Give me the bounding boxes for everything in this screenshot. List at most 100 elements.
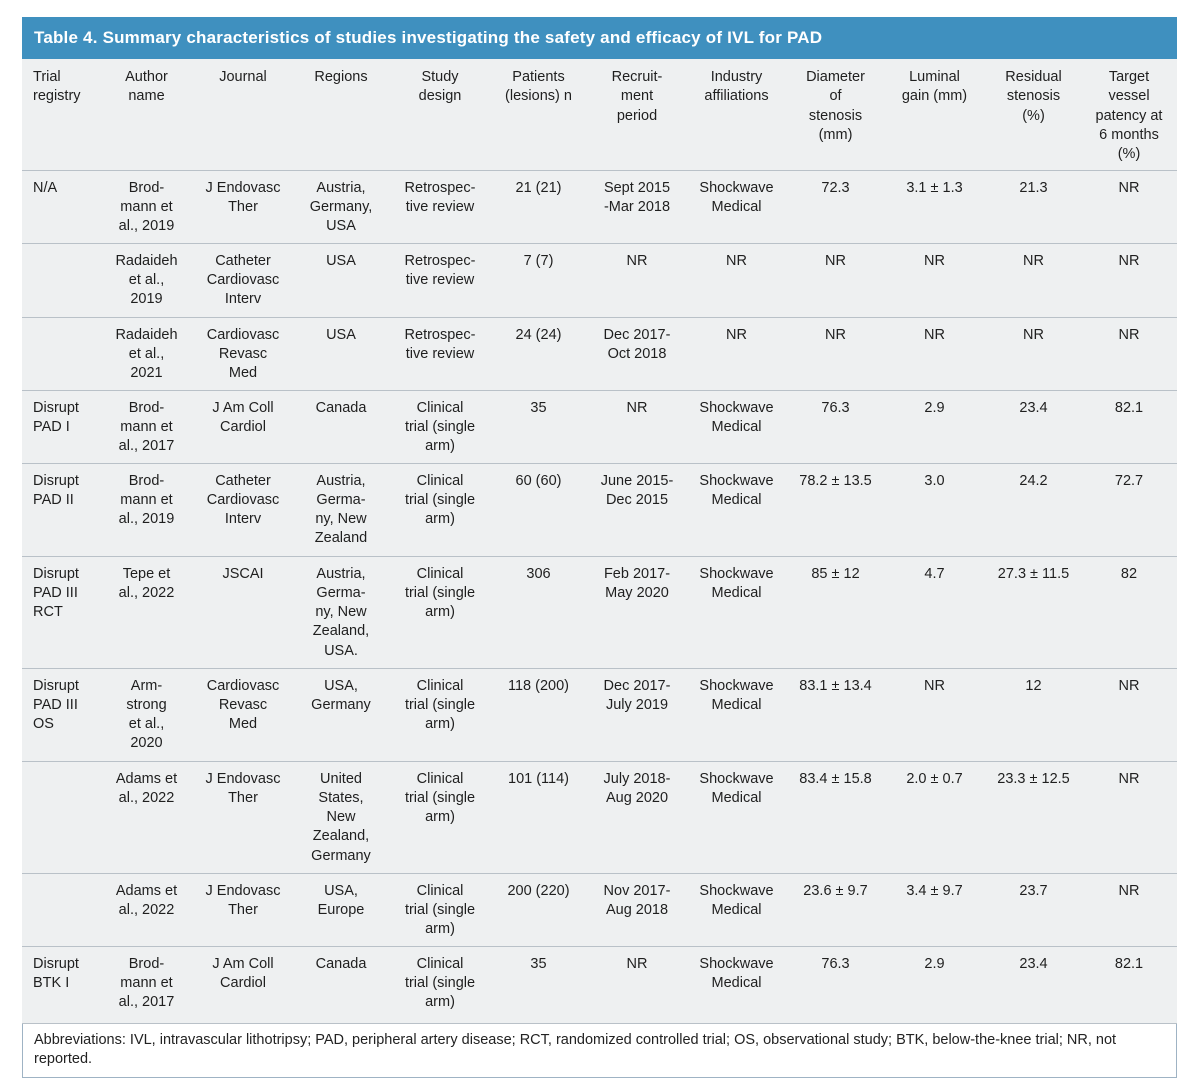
cell-diameter-of-stenosis: 76.3 [821,399,850,416]
cell-luminal-gain: NR [924,252,945,269]
cell-residual-stenosis: NR [1023,326,1044,343]
cell-target-vessel-patency: NR [1118,252,1140,269]
header-regions: Regions [290,59,392,171]
cell-trial-registry: N/A [33,179,58,196]
cell-luminal-gain: 4.7 [924,565,945,582]
cell-author-name: Brod-mann et al., 2017 [118,955,175,1011]
header-target-vessel-patency: Target vessel patency at 6 months (%) [1081,59,1177,171]
table-footnote: Abbreviations: IVL, intravascular lithot… [22,1023,1177,1078]
cell-patients: 306 [526,565,551,582]
cell-journal: Cardiovasc Revasc Med [206,677,280,733]
cell-author-name: Radaideh et al., 2019 [115,252,178,308]
cell-patients: 60 (60) [515,472,562,489]
cell-patients: 35 [530,399,547,416]
cell-author-name: Tepe et al., 2022 [118,565,175,601]
cell-regions: USA [326,326,356,343]
cell-diameter-of-stenosis: 78.2 ± 13.5 [799,472,872,489]
summary-table: Trial registry Author name Journal Regions… [22,59,1177,1024]
cell-trial-registry: Disrupt PAD I [33,399,79,435]
cell-journal: J Am Coll Cardiol [212,955,274,991]
cell-study-design: Retrospec-tive review [404,179,476,215]
cell-industry-affiliations: Shockwave Medical [699,472,774,508]
cell-luminal-gain: 2.9 [924,399,945,416]
cell-author-name: Arm-strong et al., 2020 [126,677,167,752]
cell-diameter-of-stenosis: 23.6 ± 9.7 [803,882,868,899]
cell-trial-registry: Disrupt BTK I [33,955,79,991]
cell-industry-affiliations: NR [726,252,747,269]
cell-residual-stenosis: NR [1023,252,1044,269]
cell-author-name: Brod-mann et al., 2017 [118,399,175,455]
cell-recruitment-period: NR [626,955,648,972]
cell-diameter-of-stenosis: 85 ± 12 [811,565,860,582]
cell-target-vessel-patency: 82.1 [1114,399,1144,416]
table-row: Disrupt PAD III RCT Tepe et al., 2022 JSCAI Au… [22,556,1177,668]
cell-author-name: Brod-mann et al., 2019 [118,179,175,235]
cell-trial-registry [22,761,97,873]
cell-regions: Austria, Germa-ny, New Zealand [314,472,368,547]
cell-diameter-of-stenosis: 83.1 ± 13.4 [799,677,872,694]
cell-residual-stenosis: 23.3 ± 12.5 [997,770,1070,787]
cell-luminal-gain: 3.4 ± 9.7 [906,882,963,899]
cell-luminal-gain: 3.0 [924,472,945,489]
table-row: Disrupt PAD III OS Arm-strong et al., 2020 Car… [22,668,1177,761]
cell-study-design: Clinical trial (single arm) [404,399,476,455]
cell-luminal-gain: NR [924,326,945,343]
cell-author-name: Adams et al., 2022 [115,770,178,806]
cell-regions: Austria, Germa-ny, New Zealand, USA. [312,565,370,659]
cell-study-design: Clinical trial (single arm) [404,955,476,1011]
cell-recruitment-period: NR [626,252,648,269]
cell-journal: JSCAI [222,565,264,582]
cell-diameter-of-stenosis: 72.3 [821,179,850,196]
cell-industry-affiliations: Shockwave Medical [699,770,774,806]
cell-regions: Austria, Germany, USA [309,179,373,235]
cell-industry-affiliations: Shockwave Medical [699,399,774,435]
cell-recruitment-period: Nov 2017- Aug 2018 [603,882,671,918]
cell-patients: 101 (114) [508,770,569,787]
cell-residual-stenosis: 23.4 [1019,399,1048,416]
cell-patients: 200 (220) [507,882,570,899]
cell-residual-stenosis: 27.3 ± 11.5 [997,565,1070,582]
table-row: Radaideh et al., 2021 Cardiovasc Revasc Med US… [22,317,1177,390]
cell-journal: J Endovasc Ther [205,882,281,918]
cell-study-design: Clinical trial (single arm) [404,472,476,528]
cell-luminal-gain: NR [924,677,945,694]
cell-study-design: Clinical trial (single arm) [404,677,476,733]
header-row: Trial registry Author name Journal Regions… [22,59,1177,171]
header-journal: Journal [196,59,290,171]
table-body: N/A Brod-mann et al., 2019 J Endovasc Ther Au… [22,170,1177,1023]
header-author-name: Author name [97,59,196,171]
cell-industry-affiliations: Shockwave Medical [699,565,774,601]
cell-target-vessel-patency: NR [1118,882,1140,899]
cell-industry-affiliations: Shockwave Medical [699,955,774,991]
cell-target-vessel-patency: NR [1118,677,1140,694]
cell-trial-registry: Disrupt PAD III OS [33,677,79,733]
header-patients: Patients (lesions) n [488,59,589,171]
cell-journal: J Am Coll Cardiol [212,399,274,435]
table-row: Radaideh et al., 2019 Catheter Cardiovasc Int… [22,243,1177,317]
cell-luminal-gain: 2.0 ± 0.7 [906,770,963,787]
table-frame: Table 4. Summary characteristics of stud… [22,17,1177,1078]
cell-trial-registry: Disrupt PAD II [33,472,79,508]
header-diameter-of-stenosis: Diameter of stenosis (mm) [788,59,883,171]
table-row: N/A Brod-mann et al., 2019 J Endovasc Ther Au… [22,170,1177,243]
cell-regions: USA [326,252,356,269]
table-row: Disrupt PAD II Brod-mann et al., 2019 Cathet… [22,463,1177,556]
cell-trial-registry [22,873,97,946]
cell-diameter-of-stenosis: 83.4 ± 15.8 [799,770,872,787]
cell-patients: 35 [530,955,547,972]
cell-regions: Canada [315,399,367,416]
cell-residual-stenosis: 24.2 [1019,472,1048,489]
cell-author-name: Radaideh et al., 2021 [115,326,178,382]
cell-residual-stenosis: 12 [1025,677,1042,694]
cell-study-design: Retrospec-tive review [404,252,476,288]
cell-trial-registry [22,317,97,390]
cell-study-design: Clinical trial (single arm) [404,565,476,621]
cell-trial-registry: Disrupt PAD III RCT [33,565,79,621]
table-row: Disrupt PAD I Brod-mann et al., 2017 J Am Co… [22,390,1177,463]
table-row: Disrupt BTK I Brod-mann et al., 2017 J Am Co… [22,946,1177,1023]
cell-trial-registry [22,243,97,317]
table-title: Table 4. Summary characteristics of stud… [22,17,1177,59]
header-industry-affiliations: Industry affiliations [685,59,788,171]
cell-journal: J Endovasc Ther [205,770,281,806]
cell-study-design: Retrospec-tive review [404,326,476,362]
